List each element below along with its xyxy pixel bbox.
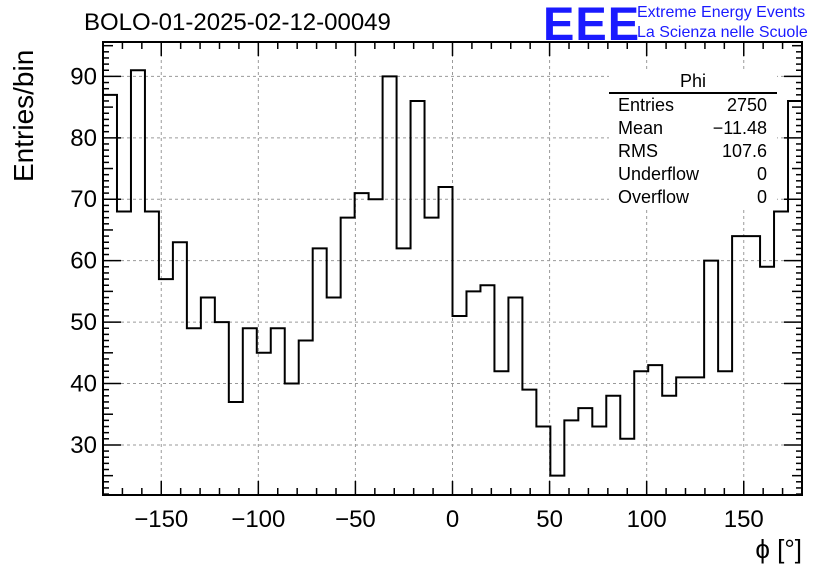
histogram-bin bbox=[257, 353, 271, 495]
histogram-bin bbox=[439, 187, 453, 495]
y-tick-label: 50 bbox=[70, 309, 97, 336]
histogram-bin bbox=[201, 298, 215, 495]
stats-value: 0 bbox=[756, 187, 767, 207]
x-tick-label: −100 bbox=[231, 506, 285, 533]
histogram-bin bbox=[383, 76, 397, 495]
histogram-bin bbox=[606, 396, 620, 495]
histogram-bin bbox=[173, 242, 187, 495]
histogram-bin bbox=[690, 377, 704, 495]
histogram-bin bbox=[592, 427, 606, 495]
x-axis-label: ϕ [°] bbox=[755, 534, 802, 564]
histogram-bin bbox=[215, 322, 229, 495]
y-tick-label: 40 bbox=[70, 371, 97, 398]
histogram-bin bbox=[187, 328, 201, 495]
eee-logo: EEE bbox=[543, 0, 641, 50]
x-tick-label: 150 bbox=[724, 506, 764, 533]
stats-value: −11.48 bbox=[712, 118, 767, 138]
stats-title: Phi bbox=[609, 70, 777, 94]
histogram-bin bbox=[103, 95, 117, 495]
y-tick-label: 30 bbox=[70, 432, 97, 459]
histogram-bin bbox=[760, 267, 774, 495]
histogram-bin bbox=[327, 298, 341, 495]
histogram-bin bbox=[676, 377, 690, 495]
histogram-bin bbox=[620, 439, 634, 495]
stats-row-overflow: Overflow 0 bbox=[609, 186, 777, 209]
histogram-bin bbox=[285, 384, 299, 495]
histogram-bin bbox=[774, 212, 788, 495]
histogram-bin bbox=[494, 371, 508, 495]
histogram-bin bbox=[536, 427, 550, 495]
histogram-bin bbox=[634, 371, 648, 495]
y-tick-label: 60 bbox=[70, 248, 97, 275]
stats-value: 0 bbox=[756, 164, 767, 184]
x-tick-label: 50 bbox=[536, 506, 563, 533]
stats-label: Mean bbox=[618, 118, 664, 138]
x-tick-label: −150 bbox=[134, 506, 188, 533]
histogram-bin bbox=[480, 285, 494, 495]
histogram-bin bbox=[564, 420, 578, 495]
histogram-bin bbox=[397, 248, 411, 495]
histogram-bin bbox=[732, 236, 746, 495]
y-tick-label: 90 bbox=[70, 63, 97, 90]
chart-title: BOLO-01-2025-02-12-00049 bbox=[84, 9, 391, 36]
histogram-bin bbox=[159, 279, 173, 495]
histogram-bin bbox=[453, 316, 467, 495]
stats-value: 2750 bbox=[726, 95, 767, 115]
histogram-bin bbox=[704, 261, 718, 495]
histogram-bin bbox=[662, 396, 676, 495]
histogram-bin bbox=[718, 371, 732, 495]
stats-row-underflow: Underflow 0 bbox=[609, 163, 777, 186]
histogram-bin bbox=[145, 212, 159, 495]
histogram-bin bbox=[578, 408, 592, 495]
logo-subtitle-line2: La Scienza nelle Scuole bbox=[637, 24, 808, 41]
histogram-bin bbox=[466, 291, 480, 495]
histogram-bin bbox=[229, 402, 243, 495]
stats-label: RMS bbox=[618, 141, 658, 161]
histogram-bin bbox=[299, 341, 313, 495]
y-tick-label: 80 bbox=[70, 125, 97, 152]
histogram-outline bbox=[103, 69, 803, 495]
y-axis-label-wrap: Entries/bin bbox=[8, 42, 44, 182]
histogram-bin bbox=[341, 218, 355, 495]
logo-subtitle-line1: Extreme Energy Events bbox=[637, 4, 806, 21]
histogram-bin bbox=[550, 476, 564, 495]
histogram-bin bbox=[271, 328, 285, 495]
y-axis-label: Entries/bin bbox=[8, 49, 39, 182]
x-tick-label: −50 bbox=[335, 506, 376, 533]
stats-row-mean: Mean −11.48 bbox=[609, 117, 777, 140]
histogram-bin bbox=[425, 218, 439, 495]
histogram-bin bbox=[131, 70, 145, 495]
histogram-bin bbox=[411, 101, 425, 495]
stats-row-entries: Entries 2750 bbox=[609, 94, 777, 117]
stats-row-rms: RMS 107.6 bbox=[609, 140, 777, 163]
stats-label: Entries bbox=[618, 95, 675, 115]
tick-labels-layer: −150 −100 −50 0 50 100 150 30 40 50 60 70 80 90 bbox=[70, 63, 763, 533]
histogram-bin bbox=[369, 199, 383, 495]
histogram-bin bbox=[522, 390, 536, 495]
y-tick-label: 70 bbox=[70, 186, 97, 213]
histogram-bin bbox=[313, 248, 327, 495]
histogram-bin bbox=[243, 328, 257, 495]
stats-label: Underflow bbox=[618, 164, 700, 184]
x-tick-label: 0 bbox=[446, 506, 459, 533]
histogram-bin bbox=[117, 212, 131, 495]
ticks-layer bbox=[102, 42, 803, 495]
stats-value: 107.6 bbox=[721, 141, 767, 161]
histogram-bin bbox=[508, 298, 522, 495]
stats-label: Overflow bbox=[618, 187, 690, 207]
histogram-bin bbox=[355, 193, 369, 495]
x-tick-label: 100 bbox=[627, 506, 667, 533]
histogram-bin bbox=[648, 365, 662, 495]
histogram-bin bbox=[746, 236, 760, 495]
stats-box: Phi Entries 2750 Mean −11.48 RMS 107.6 U… bbox=[609, 70, 777, 209]
